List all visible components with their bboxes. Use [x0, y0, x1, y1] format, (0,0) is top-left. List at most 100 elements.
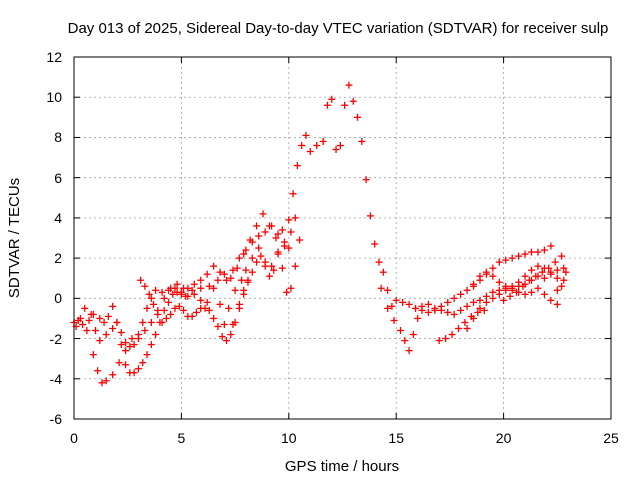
data-point	[489, 264, 497, 272]
data-point	[454, 325, 462, 332]
data-point	[313, 141, 321, 149]
data-point	[358, 137, 366, 145]
data-point	[461, 318, 469, 326]
data-point	[562, 268, 570, 276]
data-point	[291, 214, 299, 222]
data-point	[547, 242, 555, 250]
y-tick-label-2: 2	[54, 250, 62, 266]
data-point	[261, 262, 269, 270]
data-point	[160, 294, 168, 302]
data-point	[117, 341, 125, 349]
y-tick-label-minus4: -4	[50, 371, 63, 387]
data-point	[362, 176, 370, 184]
data-point	[145, 290, 153, 298]
data-point	[203, 270, 211, 278]
data-point	[229, 266, 237, 274]
data-point	[253, 222, 261, 230]
data-point	[540, 274, 548, 282]
data-point	[177, 290, 185, 298]
data-point	[220, 320, 228, 328]
data-point	[521, 290, 529, 298]
data-point	[272, 234, 280, 242]
data-point	[558, 252, 566, 260]
y-tick-label-12: 12	[46, 49, 62, 65]
data-point	[162, 314, 170, 322]
data-point	[547, 296, 555, 304]
data-point	[190, 290, 198, 298]
data-point	[147, 294, 155, 302]
y-tick-label-8: 8	[54, 129, 62, 145]
data-point	[175, 302, 183, 310]
data-point	[287, 284, 295, 292]
data-point	[476, 296, 484, 304]
data-point	[405, 347, 413, 355]
x-tick-label-5: 5	[178, 430, 186, 446]
grid-lines	[74, 57, 611, 419]
data-point	[158, 318, 166, 326]
data-point	[113, 318, 121, 326]
data-point	[100, 318, 108, 326]
data-point	[345, 81, 353, 89]
data-point	[130, 341, 138, 349]
data-point	[122, 361, 130, 369]
data-point	[354, 113, 362, 121]
data-point	[122, 339, 130, 347]
x-tick-label-15: 15	[388, 430, 404, 446]
data-point	[117, 329, 125, 337]
data-point	[285, 244, 293, 252]
data-point	[149, 300, 157, 308]
x-tick-label-10: 10	[281, 430, 297, 446]
data-point	[532, 272, 540, 280]
data-point	[470, 298, 478, 306]
data-point	[218, 333, 226, 341]
data-point	[253, 258, 261, 266]
data-point	[396, 327, 404, 335]
data-point	[500, 296, 508, 304]
data-point	[96, 337, 104, 345]
data-point	[409, 331, 417, 339]
data-point	[248, 238, 256, 246]
x-tick-label-20: 20	[496, 430, 512, 446]
data-point	[158, 288, 166, 296]
data-point	[508, 254, 516, 262]
data-point	[281, 238, 289, 246]
data-point	[143, 351, 151, 359]
data-point	[424, 308, 432, 316]
data-point	[235, 254, 243, 262]
data-point	[210, 262, 218, 270]
data-point	[306, 148, 314, 156]
data-point	[203, 298, 211, 306]
data-point	[268, 262, 276, 270]
data-point	[283, 288, 291, 296]
y-tick-label-6: 6	[54, 170, 62, 186]
data-point	[448, 331, 456, 339]
data-point	[521, 250, 529, 258]
data-point	[109, 325, 117, 332]
data-point	[435, 337, 443, 345]
data-point	[227, 331, 235, 339]
chart-title: Day 013 of 2025, Sidereal Day-to-day VTE…	[68, 20, 609, 37]
data-point	[278, 226, 286, 234]
data-point	[235, 304, 243, 312]
data-point	[205, 306, 213, 314]
data-point	[242, 266, 250, 274]
data-point	[384, 304, 392, 312]
data-point	[558, 282, 566, 290]
data-point	[190, 280, 198, 288]
data-point	[285, 216, 293, 224]
data-point	[152, 286, 160, 294]
data-point	[134, 335, 142, 343]
data-point	[521, 272, 529, 280]
data-point	[261, 228, 269, 236]
data-point	[437, 306, 445, 314]
data-point	[278, 264, 286, 272]
data-point	[399, 298, 407, 306]
data-point	[210, 284, 218, 292]
data-point	[431, 304, 439, 312]
y-tick-label-10: 10	[46, 89, 62, 105]
data-point	[463, 325, 471, 332]
data-point	[528, 248, 536, 256]
data-point	[173, 288, 181, 296]
data-point	[553, 266, 561, 274]
x-axis-label: GPS time / hours	[285, 458, 399, 475]
